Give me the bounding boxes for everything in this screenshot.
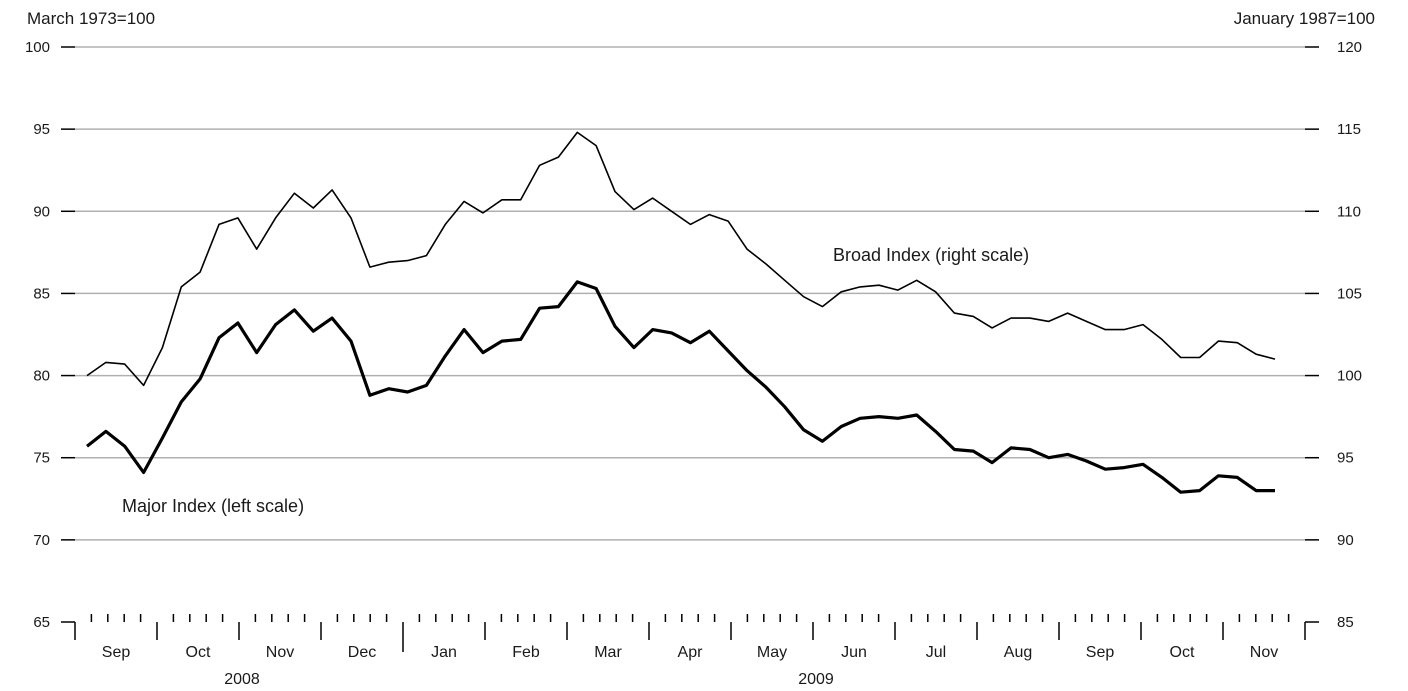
right-tick-label: 115	[1337, 121, 1361, 138]
month-label: Nov	[266, 644, 294, 661]
left-tick-label: 90	[33, 203, 50, 220]
left-tick-label: 75	[33, 450, 50, 467]
month-label: Dec	[348, 644, 376, 661]
left-tick-label: 100	[25, 39, 50, 56]
major-index-line	[86, 280, 1275, 494]
left-tick-label: 70	[33, 532, 50, 549]
month-label: Aug	[1004, 644, 1032, 661]
gridlines	[75, 46, 1305, 541]
right-tick-label: 100	[1337, 368, 1362, 385]
month-label: Jun	[841, 644, 867, 661]
broad-index-line	[86, 131, 1276, 387]
series-label-major: Major Index (left scale)	[122, 496, 304, 516]
right-axis: 85 90 95 100 105 110 115 120	[1305, 39, 1362, 631]
month-label: Jan	[431, 644, 457, 661]
left-axis-title: March 1973=100	[27, 9, 155, 28]
x-axis: Sep Oct Nov Dec Jan Feb Mar Apr May Jun Jul Aug Sep O…	[74, 614, 1306, 688]
month-label: Jul	[926, 644, 946, 661]
month-label: Sep	[1086, 644, 1115, 661]
right-tick-label: 85	[1337, 614, 1354, 631]
left-tick-label: 85	[33, 285, 50, 302]
left-tick-label: 65	[33, 614, 50, 631]
month-label: Mar	[594, 644, 622, 661]
left-tick-label: 95	[33, 121, 50, 138]
month-label: Nov	[1250, 644, 1278, 661]
series-lines	[86, 131, 1276, 494]
right-tick-label: 110	[1337, 203, 1361, 220]
right-tick-label: 90	[1337, 532, 1354, 549]
right-tick-label: 95	[1337, 450, 1354, 467]
series-label-broad: Broad Index (right scale)	[833, 245, 1029, 265]
left-tick-label: 80	[33, 368, 50, 385]
month-label: Oct	[186, 644, 211, 661]
year-label: 2009	[798, 671, 834, 688]
right-tick-label: 105	[1337, 285, 1362, 302]
month-label: Oct	[1170, 644, 1195, 661]
left-axis: 65 70 75 80 85 90 95 100	[25, 39, 75, 631]
year-label: 2008	[224, 671, 260, 688]
month-label: Apr	[678, 644, 704, 661]
right-tick-label: 120	[1337, 39, 1362, 56]
month-label: Feb	[512, 644, 540, 661]
month-label: Sep	[102, 644, 131, 661]
right-axis-title: January 1987=100	[1234, 9, 1375, 28]
month-label: May	[757, 644, 787, 661]
